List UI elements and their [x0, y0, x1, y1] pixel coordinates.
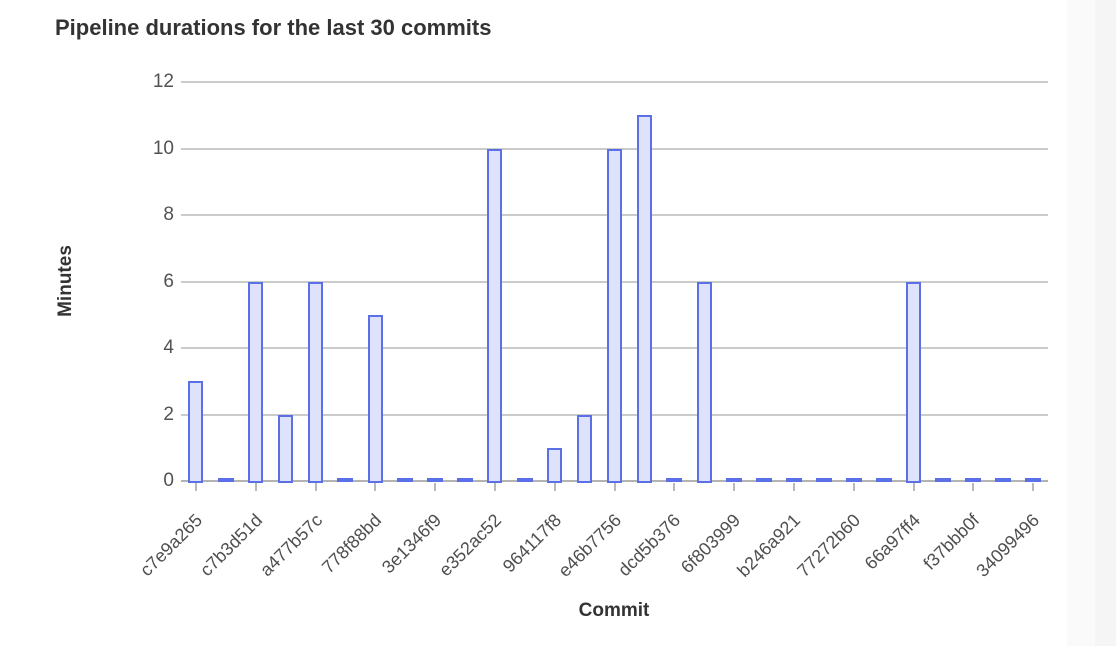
bar-unlabeled-11[interactable] [516, 478, 533, 482]
bar-unlabeled-27[interactable] [995, 478, 1012, 482]
y-tick-label-12: 12 [152, 71, 174, 92]
bar-c7b3d51d[interactable] [248, 281, 264, 483]
x-tick-c7b3d51d [254, 483, 257, 491]
bar-3e1346f9[interactable] [427, 478, 444, 482]
y-tick-label-4: 4 [163, 337, 174, 358]
bar-c7e9a265[interactable] [188, 381, 204, 484]
x-tick-3e1346f9 [434, 483, 437, 491]
x-tick-f37bbb0f [972, 483, 975, 491]
y-tick-label-8: 8 [163, 204, 174, 225]
x-tick-77272b60 [852, 483, 855, 491]
x-tick-e46b7756 [613, 483, 616, 491]
y-tick-label-6: 6 [163, 270, 174, 292]
y-tick-label-10: 10 [152, 137, 174, 159]
bar-6f803999[interactable] [726, 478, 743, 482]
bar-unlabeled-17[interactable] [696, 281, 712, 483]
bar-77272b60[interactable] [845, 478, 862, 482]
bar-e46b7756[interactable] [607, 148, 622, 483]
chart-title: Pipeline durations for the last 30 commi… [55, 15, 492, 40]
x-tick-66a97ff4 [912, 483, 915, 491]
x-tick-964117f8 [553, 483, 556, 491]
bar-e352ac52[interactable] [487, 148, 503, 483]
bar-964117f8[interactable] [547, 447, 563, 484]
bar-66a97ff4[interactable] [906, 281, 921, 483]
x-tick-a477b57c [314, 483, 317, 491]
page-background-strip-edge [1095, 0, 1116, 646]
bar-unlabeled-7[interactable] [397, 478, 414, 482]
bar-unlabeled-21[interactable] [815, 478, 832, 482]
x-axis-title: Commit [578, 600, 650, 621]
x-tick-c7e9a265 [194, 483, 197, 491]
bar-unlabeled-15[interactable] [636, 115, 652, 484]
bar-778f88bd[interactable] [367, 314, 383, 484]
page-background-strip [1067, 0, 1116, 646]
bar-unlabeled-19[interactable] [756, 478, 772, 482]
x-tick-dcd5b376 [673, 483, 676, 491]
x-tick-e352ac52 [493, 483, 496, 491]
x-tick-778f88bd [374, 483, 377, 491]
bar-unlabeled-1[interactable] [217, 478, 234, 482]
bar-unlabeled-25[interactable] [935, 478, 952, 482]
x-tick-34099496 [1032, 483, 1035, 491]
bar-34099496[interactable] [1025, 478, 1042, 482]
bar-unlabeled-3[interactable] [278, 414, 294, 483]
bar-b246a921[interactable] [785, 478, 802, 482]
bar-unlabeled-9[interactable] [457, 478, 473, 482]
chart-card: Pipeline durations for the last 30 commi… [55, 15, 1048, 621]
bar-unlabeled-5[interactable] [337, 478, 354, 482]
gridline-12 [181, 81, 1048, 83]
y-tick-label-0: 0 [163, 470, 174, 491]
x-tick-b246a921 [792, 483, 795, 491]
bar-f37bbb0f[interactable] [965, 478, 982, 482]
y-axis-title: Minutes [55, 245, 76, 317]
bar-unlabeled-13[interactable] [577, 414, 593, 483]
bar-dcd5b376[interactable] [666, 478, 683, 482]
x-tick-6f803999 [733, 483, 736, 491]
bar-unlabeled-23[interactable] [875, 478, 892, 482]
y-tick-label-2: 2 [163, 403, 174, 425]
bar-a477b57c[interactable] [308, 281, 323, 483]
